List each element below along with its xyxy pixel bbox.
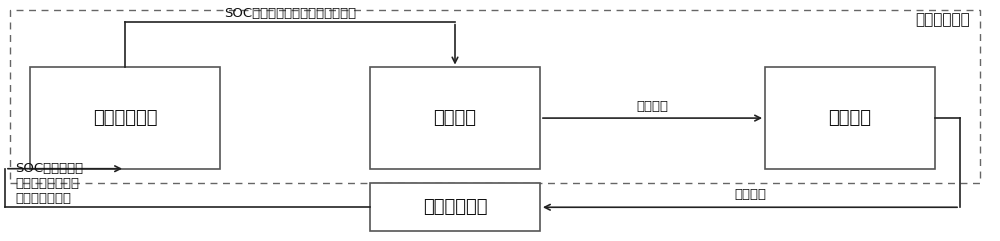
- Text: SOC计算信息、
电池均衡状态信息
车载网关控制器: SOC计算信息、 电池均衡状态信息 车载网关控制器: [15, 162, 83, 205]
- Text: 控制模块: 控制模块: [828, 109, 872, 127]
- Bar: [370, 67, 540, 169]
- Text: 控制信息: 控制信息: [734, 188, 766, 201]
- Text: 计算模块: 计算模块: [434, 109, 477, 127]
- Text: 用户保养系统: 用户保养系统: [915, 12, 970, 27]
- Bar: [10, 10, 980, 183]
- Bar: [30, 67, 220, 169]
- Text: 判断结果: 判断结果: [637, 100, 669, 113]
- Text: 电池管理系统: 电池管理系统: [423, 198, 487, 216]
- Text: 信息采集模块: 信息采集模块: [93, 109, 157, 127]
- Text: SOC计算信息、电池均衡状态信息: SOC计算信息、电池均衡状态信息: [224, 7, 356, 20]
- Bar: [765, 67, 935, 169]
- Bar: [370, 183, 540, 231]
